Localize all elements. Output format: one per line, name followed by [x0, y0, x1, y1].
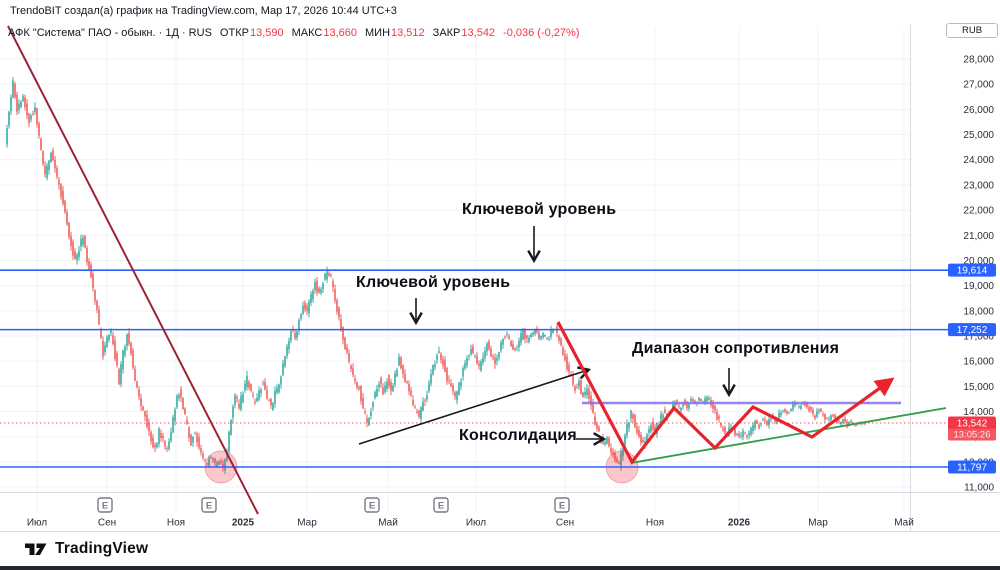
earnings-marker-letter: E [438, 501, 444, 512]
price-tick-label: 22,000 [963, 206, 994, 217]
support-trendline[interactable] [630, 407, 947, 464]
time-tick-label: Ноя [167, 518, 185, 529]
ascending-trendline-arrow[interactable] [358, 366, 592, 445]
tradingview-logo-icon [25, 543, 47, 555]
key-level-price-label [948, 263, 996, 277]
tradingview-logo[interactable]: TradingView [24, 540, 148, 558]
price-tick-label: 28,000 [963, 55, 994, 66]
time-tick-label: Сен [556, 518, 574, 529]
key-level-price-text: 17,252 [957, 325, 988, 336]
time-tick-label: Июл [466, 518, 486, 529]
price-tick-label: 26,000 [963, 105, 994, 116]
ohlc-low: МИН13,512 [365, 27, 425, 39]
attribution-text: TrendoBIT создал(а) график на TradingVie… [10, 5, 397, 17]
time-tick-label: Май [894, 518, 914, 529]
bar-countdown-text: 13:05:26 [954, 430, 991, 441]
current-price-label [948, 416, 996, 441]
time-tick-label: Май [378, 518, 398, 529]
key-level-price-text: 19,614 [957, 266, 988, 277]
projection-zigzag-arrow[interactable] [556, 321, 895, 465]
bottom-border-strip [0, 566, 1000, 570]
time-tick-label: Сен [98, 518, 116, 529]
price-tick-label: 23,000 [963, 180, 994, 191]
time-tick-label: 2025 [232, 518, 255, 529]
current-price-text: 13,542 [957, 419, 988, 430]
earnings-marker[interactable] [97, 497, 113, 513]
annotation-key-level-2: Ключевой уровень [356, 274, 511, 291]
countdown-label-background [948, 428, 996, 441]
earnings-marker[interactable] [364, 497, 380, 513]
time-tick-label: Мар [297, 518, 317, 529]
tradingview-logo-text: TradingView [55, 540, 149, 557]
downtrend-line[interactable] [7, 25, 259, 515]
currency-label: RUB [961, 25, 983, 36]
price-tick-label: 24,000 [963, 155, 994, 166]
earnings-marker-letter: E [206, 501, 212, 512]
price-tick-label: 17,000 [963, 331, 994, 342]
ohlc-high: МАКС13,660 [291, 27, 357, 39]
price-tick-label: 21,000 [963, 231, 994, 242]
price-tick-label: 25,000 [963, 130, 994, 141]
time-tick-label: 2026 [728, 518, 751, 529]
earnings-marker-letter: E [102, 501, 108, 512]
price-tick-label: 20,000 [963, 256, 994, 267]
earnings-marker-letter: E [369, 501, 375, 512]
symbol-legend[interactable]: АФК "Система" ПАО - обыкн. · 1Д · RUS ОТ… [8, 27, 580, 39]
earnings-marker[interactable] [554, 497, 570, 513]
price-axis-background [910, 24, 1000, 532]
price-tick-label: 16,000 [963, 357, 994, 368]
price-tick-label: 15,000 [963, 382, 994, 393]
key-level-price-label [948, 460, 996, 474]
key-level-price-text: 11,797 [957, 462, 987, 473]
earnings-marker[interactable] [433, 497, 449, 513]
time-tick-label: Мар [808, 518, 828, 529]
price-tick-label: 11,000 [964, 483, 994, 494]
earnings-marker[interactable] [201, 497, 217, 513]
price-tick-label: 18,000 [963, 306, 994, 317]
ohlc-open: ОТКР13,590 [219, 27, 284, 39]
price-change: -0,036 (-0,27%) [503, 27, 580, 39]
key-level-price-label [948, 323, 996, 337]
annotation-consolidation: Консолидация [459, 427, 577, 444]
earnings-marker-letter: E [559, 501, 565, 512]
symbol-title: АФК "Система" ПАО - обыкн. · 1Д · RUS [8, 27, 212, 39]
price-tick-label: 14,000 [963, 407, 994, 418]
annotation-key-level-1: Ключевой уровень [462, 201, 617, 218]
price-tick-label: 27,000 [963, 80, 994, 91]
price-tick-label: 19,000 [963, 281, 994, 292]
attribution-bar: TrendoBIT создал(а) график на TradingVie… [10, 5, 397, 17]
ohlc-close: ЗАКР13,542 [432, 27, 496, 39]
annotation-resistance-range: Диапазон сопротивления [632, 340, 840, 357]
time-tick-label: Июл [27, 518, 47, 529]
time-tick-label: Ноя [646, 518, 664, 529]
currency-toggle-button[interactable]: RUB [946, 23, 998, 38]
